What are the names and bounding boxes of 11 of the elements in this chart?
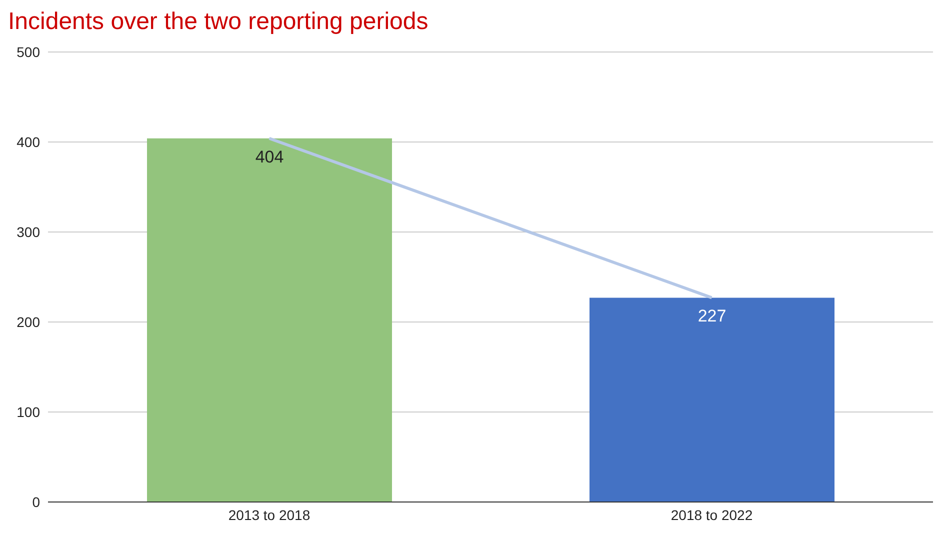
y-tick-label: 100 [16, 404, 40, 420]
y-tick-label: 200 [16, 314, 40, 330]
y-tick-label: 300 [16, 224, 40, 240]
y-tick-label: 0 [32, 494, 40, 510]
y-tick-label: 400 [16, 134, 40, 150]
y-tick-label: 500 [16, 44, 40, 60]
x-tick-label: 2018 to 2022 [670, 506, 753, 523]
chart-title: Incidents over the two reporting periods [8, 8, 430, 37]
data-label: 404 [255, 147, 284, 166]
x-tick-label: 2013 to 2018 [228, 506, 310, 523]
data-label: 227 [698, 306, 726, 326]
